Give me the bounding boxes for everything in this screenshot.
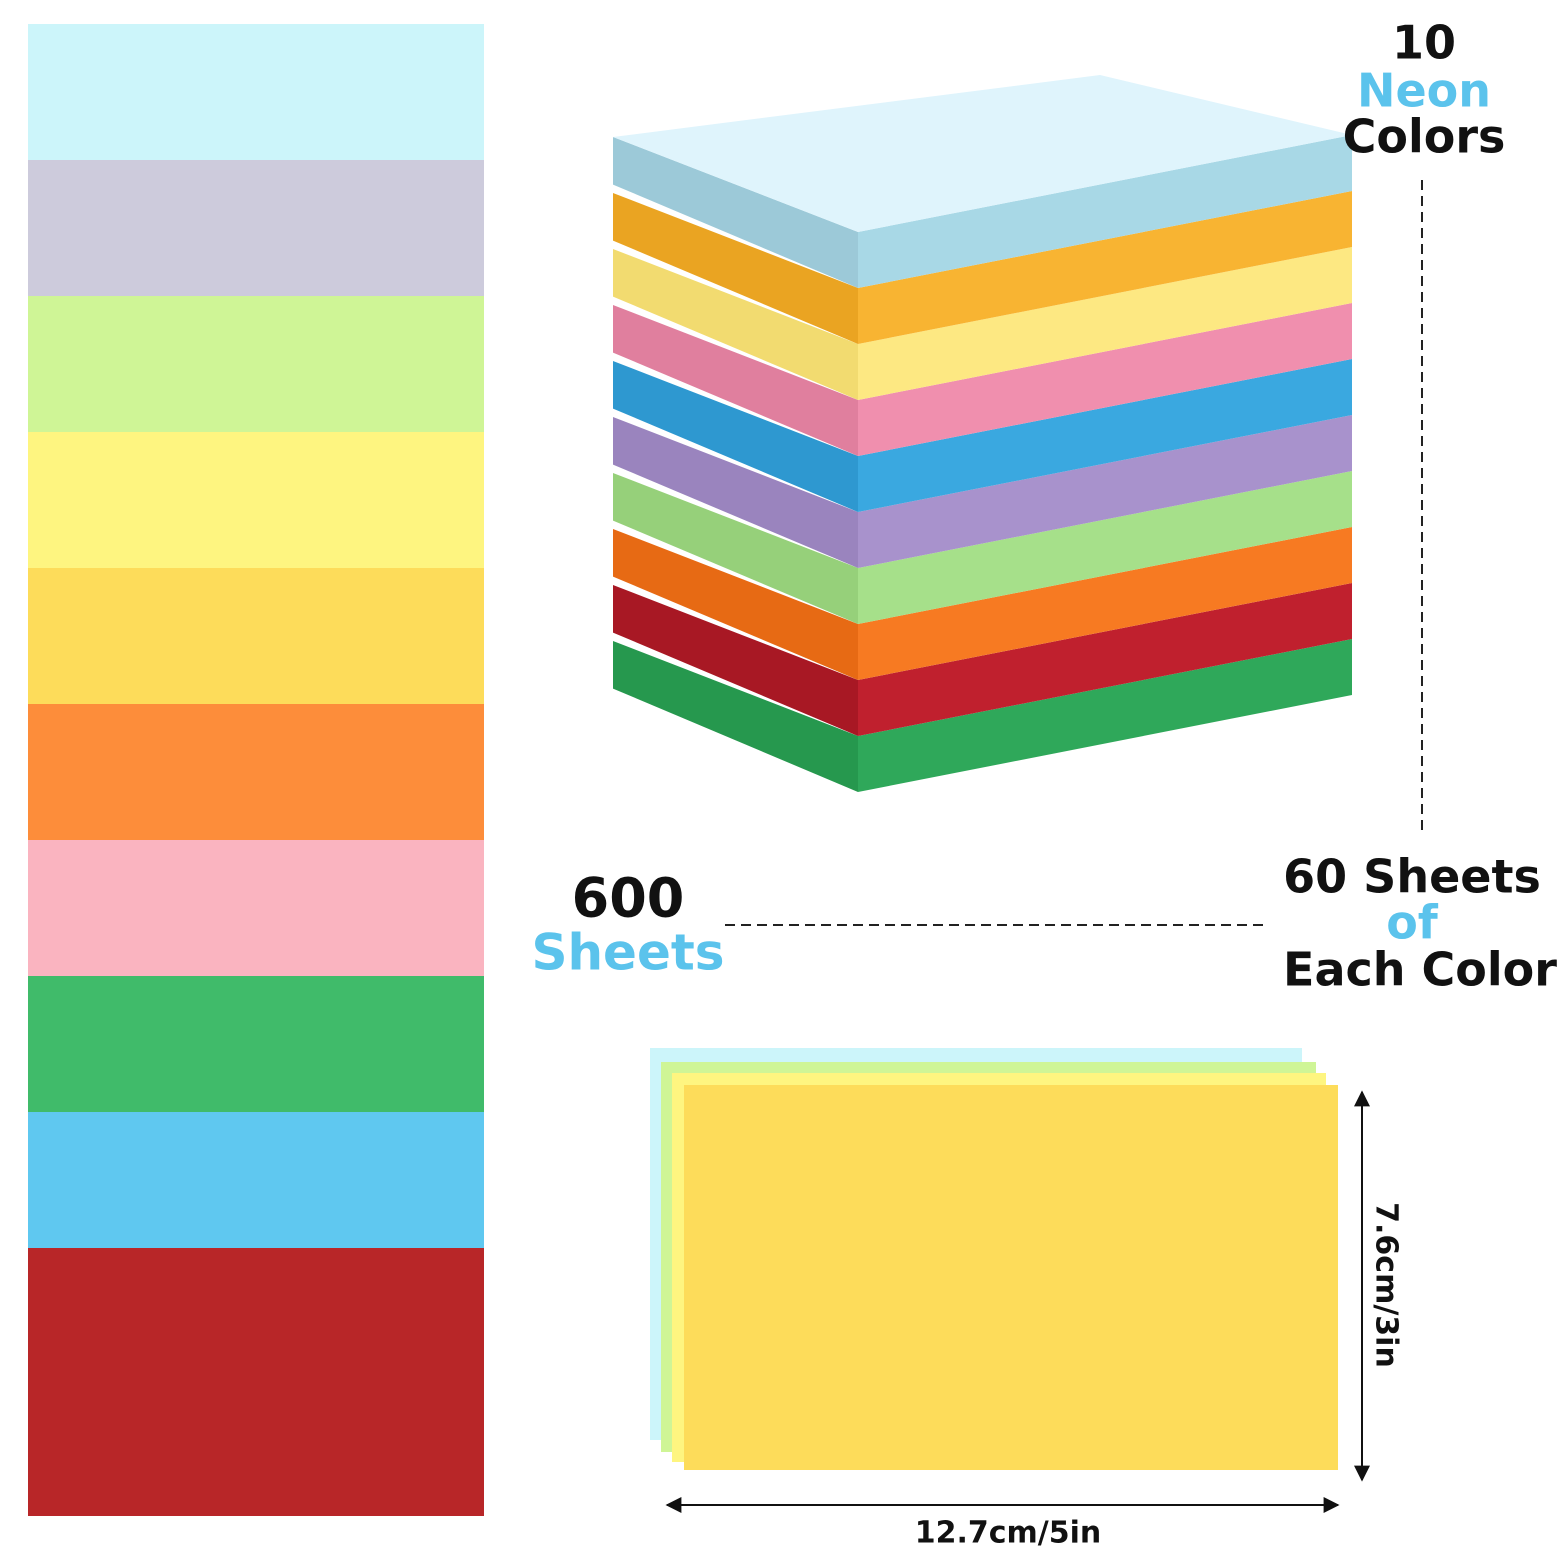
callout-text: 60 Sheets — [1283, 850, 1541, 904]
width-label: 12.7cm/5in — [915, 1516, 1102, 1551]
stack-face — [613, 361, 858, 512]
swatch — [28, 296, 484, 432]
stack-face — [858, 303, 1352, 456]
stack-face — [858, 639, 1352, 792]
callout-text: Neon — [1357, 64, 1491, 118]
stack-face — [858, 415, 1352, 568]
callout-text: 10 — [1392, 16, 1456, 70]
swatches — [28, 24, 484, 1516]
paper-stack — [613, 75, 1352, 792]
swatch — [28, 568, 484, 704]
stack-face — [858, 359, 1352, 512]
stack-face — [613, 193, 858, 344]
callout-text: Colors — [1343, 110, 1506, 164]
stack-face — [613, 585, 858, 736]
stack-face — [613, 529, 858, 680]
stack-face — [613, 305, 858, 456]
card — [684, 1085, 1338, 1470]
cards — [650, 1048, 1338, 1470]
stack-face — [613, 137, 858, 288]
stack-face — [613, 417, 858, 568]
swatch — [28, 976, 484, 1112]
swatch — [28, 1112, 484, 1248]
callout-text: Each Color — [1283, 943, 1557, 997]
stack-face — [858, 471, 1352, 624]
stack-face — [858, 135, 1352, 288]
stack-face — [613, 75, 1352, 232]
stack-face — [858, 527, 1352, 680]
stack-face — [858, 583, 1352, 736]
stack-face — [613, 249, 858, 400]
stack-face — [613, 641, 858, 792]
swatch — [28, 704, 484, 840]
stack-face — [613, 473, 858, 624]
stack-face — [858, 247, 1352, 400]
swatch — [28, 1248, 484, 1516]
swatch — [28, 840, 484, 976]
height-label: 7.6cm/3in — [1369, 1202, 1404, 1368]
callout-text: Sheets — [531, 924, 724, 982]
callout-text: 600 — [572, 867, 685, 930]
stack-face — [858, 191, 1352, 344]
swatch — [28, 24, 484, 160]
swatch — [28, 432, 484, 568]
callout-text: of — [1386, 896, 1439, 950]
swatch — [28, 160, 484, 296]
